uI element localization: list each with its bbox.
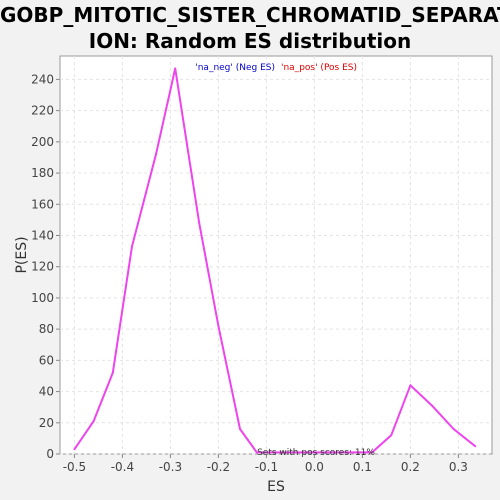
data-point [452, 428, 455, 430]
y-tick-label: 240 [31, 72, 54, 86]
y-tick-label: 200 [31, 135, 54, 149]
series-layer [73, 67, 477, 454]
data-point [111, 371, 114, 374]
data-point [474, 445, 477, 448]
pos-scores-annotation: Sets with pos scores: 11% [257, 448, 375, 458]
data-point [431, 404, 433, 407]
data-point [371, 451, 373, 454]
x-tick-label: -0.3 [159, 460, 182, 474]
data-point [155, 153, 157, 156]
chart-title: GOBP_MITOTIC_SISTER_CHROMATID_SEPARAT IO… [0, 2, 500, 54]
legend-neg-label: 'na_neg' (Neg ES) [195, 63, 275, 73]
data-point [174, 67, 177, 70]
chart-title-line-1: GOBP_MITOTIC_SISTER_CHROMATID_SEPARAT [0, 3, 500, 27]
data-point [198, 222, 201, 224]
data-point [409, 384, 412, 387]
data-point [131, 245, 133, 248]
y-tick-label: 60 [39, 353, 54, 367]
y-tick-label: 120 [31, 260, 54, 274]
data-point [255, 451, 258, 454]
x-tick-label: 0.0 [305, 460, 324, 474]
y-tick-label: 160 [31, 197, 54, 211]
y-tick-label: 220 [31, 104, 54, 118]
y-tick-label: 140 [31, 228, 54, 242]
y-tick-label: 80 [39, 322, 54, 336]
y-axis-label: P(ES) [14, 236, 30, 273]
plot-area [59, 55, 493, 455]
y-tick-label: 0 [46, 447, 54, 461]
es-distribution-line [73, 67, 476, 454]
x-tick-label: 0.3 [449, 460, 468, 474]
x-axis-label: ES [267, 479, 285, 495]
data-point [217, 325, 220, 327]
data-point [390, 434, 393, 437]
data-point [73, 448, 76, 451]
data-point [92, 420, 95, 423]
x-tick-label: -0.5 [63, 460, 86, 474]
y-tick-label: 20 [39, 416, 54, 430]
axes: -0.5 -0.4 -0.3 -0.2 -0.1 0.0 0.1 0.2 0.3 0 20 40 60 8… [31, 72, 468, 474]
legend-pos-label: 'na_pos' (Pos ES) [281, 63, 357, 73]
y-tick-label: 40 [39, 385, 54, 399]
y-tick-label: 180 [31, 166, 54, 180]
x-tick-label: 0.1 [353, 460, 372, 474]
y-tick-label: 100 [31, 291, 54, 305]
x-tick-label: 0.2 [401, 460, 420, 474]
x-tick-label: -0.1 [255, 460, 278, 474]
chart-title-line-2: ION: Random ES distribution [88, 29, 412, 53]
data-point [239, 428, 241, 430]
x-tick-label: -0.4 [111, 460, 134, 474]
x-tick-label: -0.2 [207, 460, 230, 474]
